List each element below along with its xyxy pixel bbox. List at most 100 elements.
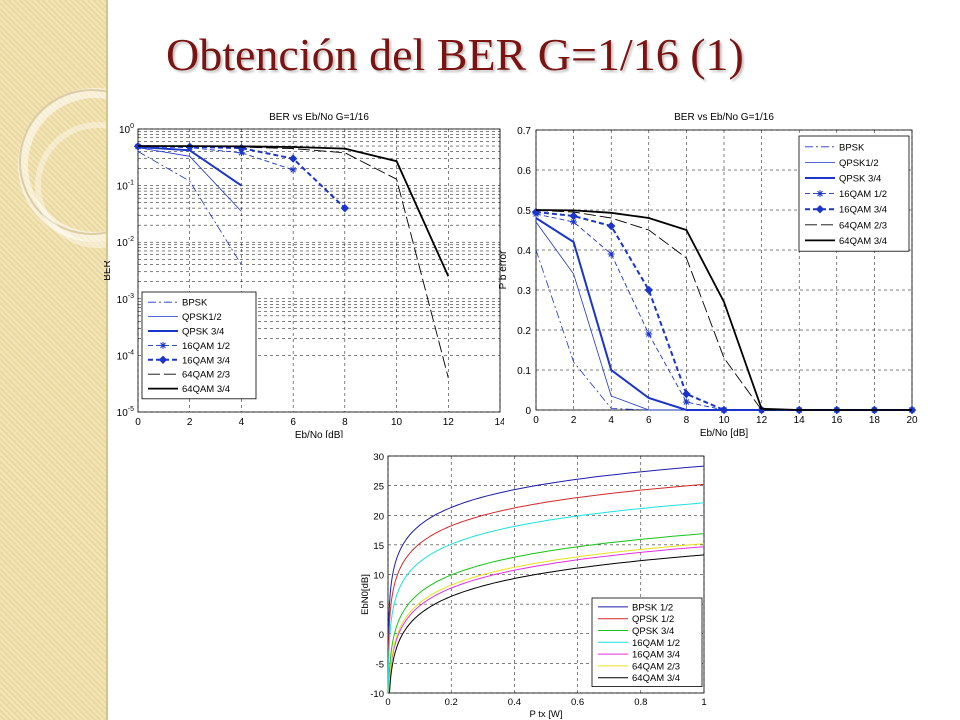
x-tick-label: 8 <box>342 417 348 428</box>
legend-label: BPSK <box>839 142 865 153</box>
x-tick-label: 0.4 <box>508 697 521 708</box>
x-tick-label: 12 <box>756 415 768 426</box>
y-tick-label: 25 <box>373 482 384 493</box>
x-tick-label: 16 <box>831 415 843 426</box>
x-tick-label: 0.6 <box>571 697 584 708</box>
x-tick-label: 4 <box>239 417 245 428</box>
y-tick-exponent: -1 <box>128 180 134 187</box>
data-point <box>237 149 245 157</box>
x-tick-label: 18 <box>869 415 881 426</box>
series-line <box>388 533 705 693</box>
y-tick-exponent: -3 <box>128 293 134 300</box>
series-line <box>137 151 242 265</box>
legend-label: 16QAM 3/4 <box>839 205 887 216</box>
x-tick-label: 10 <box>718 415 730 426</box>
y-tick-exponent: -5 <box>128 406 134 413</box>
chart-title: BER vs Eb/No G=1/16 <box>269 112 369 123</box>
x-tick-label: 12 <box>443 417 455 428</box>
data-point <box>682 398 690 406</box>
legend-label: BPSK 1/2 <box>632 602 673 613</box>
slide-title: Obtención del BER G=1/16 (1) <box>166 29 744 80</box>
legend-label: QPSK 3/4 <box>632 626 674 637</box>
y-tick-label: 0.5 <box>517 206 531 217</box>
legend-marker <box>158 355 168 365</box>
series-line <box>137 145 450 277</box>
data-point <box>289 166 297 174</box>
series-line <box>388 543 705 692</box>
legend-label: QPSK1/2 <box>839 158 879 169</box>
legend-marker <box>159 341 167 349</box>
x-tick-label: 0.8 <box>634 697 647 708</box>
data-point <box>607 250 615 258</box>
chart-title: BER vs Eb/No G=1/16 <box>674 112 774 123</box>
legend-label: 64QAM 3/4 <box>632 673 680 684</box>
y-tick-label: -5 <box>376 659 384 670</box>
y-axis-label: P b error <box>498 250 509 289</box>
y-tick-label: 0 <box>525 406 531 417</box>
legend-label: 16QAM 3/4 <box>632 650 680 661</box>
ber-log-chart: 0 2 4 6 8 10 12 14 100 10-1 10-2 10-3 10-4 10-5 BER vs… <box>104 112 504 438</box>
y-tick-exponent: -2 <box>128 236 134 243</box>
x-tick-label: 4 <box>608 415 614 426</box>
y-tick-exponent: 0 <box>130 123 134 130</box>
y-tick-label: 0.2 <box>517 326 531 337</box>
series-line <box>387 502 705 693</box>
x-tick-label: 0 <box>533 415 539 426</box>
y-tick-label: 100 <box>119 123 134 136</box>
y-tick-label: 0.7 <box>517 126 531 137</box>
x-tick-label: 20 <box>906 415 918 426</box>
y-tick-label: 10-1 <box>117 180 134 193</box>
data-point <box>644 285 654 295</box>
decorative-sidebar <box>0 0 108 720</box>
x-tick-label: 0 <box>385 697 390 708</box>
series-line <box>535 209 912 411</box>
legend-label: 64QAM 2/3 <box>182 370 230 381</box>
legend-label: 16QAM 1/2 <box>632 638 680 649</box>
legend-label: 64QAM 3/4 <box>182 384 230 395</box>
plot-frame <box>137 128 501 413</box>
data-point <box>570 218 578 226</box>
data-point <box>340 203 350 213</box>
y-tick-label: 10-3 <box>117 293 134 306</box>
ebn0-vs-ptx-chart: -10 -5 0 5 10 15 20 25 30 0 0.2 0.4 0.6 0.8 1 P tx [W] E… <box>360 452 707 720</box>
series-line <box>389 554 705 693</box>
x-tick-label: 6 <box>646 415 652 426</box>
data-point <box>645 330 653 338</box>
decorative-rings <box>18 88 106 248</box>
y-tick-label: 15 <box>373 541 384 552</box>
y-tick-label: 0.3 <box>517 286 531 297</box>
y-tick-label: -10 <box>370 689 384 700</box>
y-tick-label: 0.4 <box>517 246 531 257</box>
data-point <box>682 389 691 399</box>
legend-label: BPSK <box>182 298 208 309</box>
x-tick-label: 8 <box>684 415 690 426</box>
y-axis-label: BER <box>104 260 113 281</box>
x-axis-label: Eb/No [dB] <box>295 430 344 438</box>
x-axis-label: P tx [W] <box>529 709 562 720</box>
y-tick-label: 0.6 <box>517 166 531 177</box>
legend-marker <box>816 190 824 198</box>
legend-label: 64QAM 2/3 <box>632 661 680 672</box>
x-tick-label: 0 <box>135 417 141 428</box>
x-tick-label: 14 <box>494 417 504 428</box>
legend-label: 64QAM 2/3 <box>839 220 887 231</box>
legend-label: 16QAM 1/2 <box>839 189 887 200</box>
y-tick-label: 10-2 <box>117 236 134 249</box>
data-point <box>606 221 616 231</box>
legend-label: QPSK 3/4 <box>182 327 224 338</box>
ber-linear-chart: 0 0.1 0.2 0.3 0.4 0.5 0.6 0.7 0 2 4 6 8 10 12 14 16 18 20 B… <box>498 112 918 439</box>
x-tick-label: 0.2 <box>445 697 458 708</box>
series-line <box>137 147 242 212</box>
data-point <box>719 405 729 415</box>
x-tick-label: 1 <box>701 697 706 708</box>
y-tick-label: 0.1 <box>517 366 531 377</box>
legend-marker <box>815 204 825 214</box>
legend-box <box>798 135 910 252</box>
x-tick-label: 2 <box>187 417 193 428</box>
data-point <box>288 154 298 163</box>
y-tick-label: 30 <box>373 452 384 463</box>
legend-label: QPSK 1/2 <box>632 614 674 625</box>
legend-label: 64QAM 3/4 <box>839 236 887 247</box>
y-tick-label: 20 <box>373 511 384 522</box>
y-tick-label: 0 <box>379 630 384 641</box>
